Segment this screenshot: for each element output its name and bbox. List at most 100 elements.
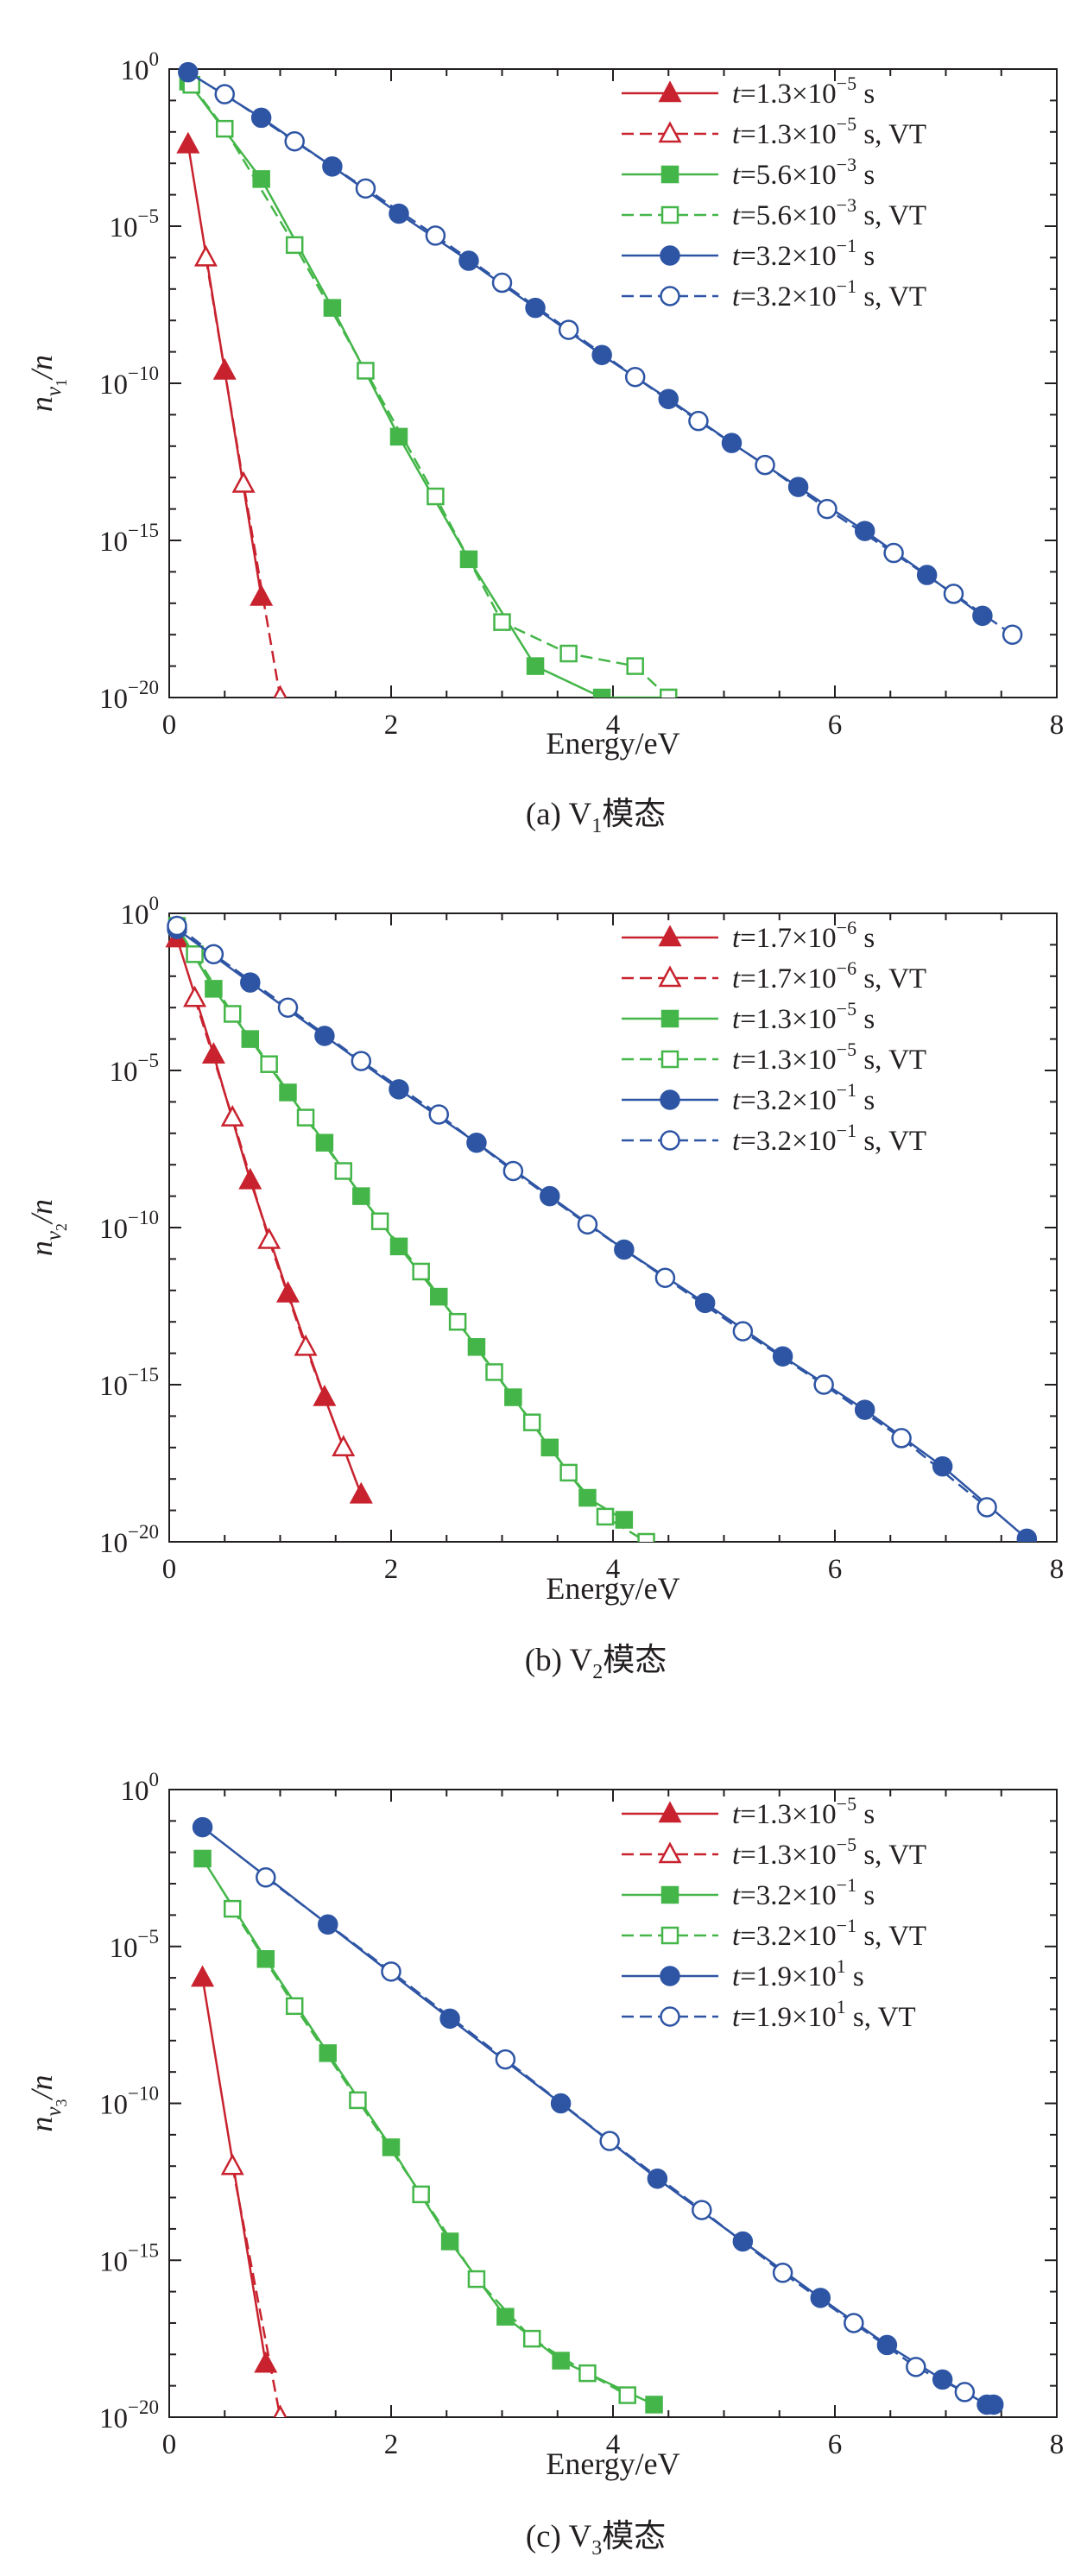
legend-entry: t=1.9×101 s [622, 1955, 864, 1992]
circle-marker [167, 915, 187, 937]
circle-marker [577, 1214, 598, 1235]
square-marker [559, 1463, 578, 1482]
series-5 [256, 1867, 976, 2402]
circle-marker [660, 2006, 680, 2027]
panel-caption: (a) V1模态 [526, 796, 666, 837]
series-line [176, 925, 988, 1508]
x-tick-label: 2 [384, 710, 399, 741]
legend-entry: t=5.6×10−3 s [622, 154, 875, 191]
series-4 [178, 61, 993, 627]
legend-label: t=3.2×10−1 s [732, 1079, 875, 1116]
square-marker [223, 1005, 242, 1023]
square-marker [578, 2364, 597, 2383]
circle-marker [692, 2200, 712, 2220]
legend-entry: t=1.3×10−5 s, VT [622, 1039, 926, 1076]
y-tick-label: 100 [121, 893, 160, 931]
panel-1: 0 2 4 6 8 100 10−5 10−10 10−15 10−20 Energy/eV nv2/… [24, 893, 1064, 1683]
x-tick-label: 8 [1050, 1554, 1065, 1585]
triangle-marker [193, 244, 218, 267]
x-tick-label: 0 [162, 2429, 177, 2460]
legend-entry: t=3.2×10−1 s, VT [622, 275, 926, 313]
x-tick-label: 4 [606, 710, 621, 741]
legend-label: t=1.7×10−6 s, VT [732, 957, 926, 994]
legend-entry: t=1.3×10−5 s [622, 73, 875, 110]
x-tick-label: 6 [828, 710, 843, 741]
circle-marker [721, 432, 743, 453]
square-marker [370, 1212, 389, 1230]
square-marker [626, 657, 644, 675]
legend-entry: t=3.2×10−1 s [622, 1079, 875, 1116]
circle-marker [624, 366, 646, 388]
y-tick-label: 100 [121, 1769, 160, 1807]
x-tick-label: 4 [606, 1554, 621, 1585]
circle-marker [203, 944, 224, 965]
y-tick-label: 10−5 [110, 1926, 159, 1964]
y-tick-label: 10−10 [99, 1207, 159, 1245]
triangle-marker [658, 80, 682, 103]
triangle-marker [250, 584, 274, 606]
circle-marker [817, 498, 837, 520]
x-axis-label: Energy/eV [546, 2447, 679, 2481]
triangle-marker [273, 2404, 288, 2417]
series-3 [182, 75, 678, 698]
circle-marker [495, 2049, 516, 2070]
triangle-marker [191, 1965, 215, 1987]
circle-marker [660, 1089, 680, 1110]
square-marker [467, 2270, 486, 2289]
series-2 [179, 73, 678, 698]
circle-marker [381, 1961, 401, 1982]
square-marker [485, 1363, 503, 1381]
circle-marker [755, 454, 775, 476]
circle-marker [660, 286, 680, 306]
panel-0: 0 2 4 6 8 100 10−5 10−10 10−15 10−20 Energy/eV nv1/… [24, 48, 1064, 837]
circle-marker [214, 84, 235, 104]
legend-entry: t=1.3×10−5 s [622, 1793, 875, 1830]
square-marker [645, 2396, 663, 2414]
legend-entry: t=3.2×10−1 s [622, 1874, 875, 1911]
square-marker [660, 1050, 679, 1069]
circle-marker [314, 1026, 335, 1046]
series-line [201, 1826, 994, 2406]
square-marker [660, 1009, 679, 1028]
y-tick-label: 100 [121, 48, 160, 86]
circle-marker [591, 344, 612, 365]
circle-marker [660, 1966, 680, 1986]
circle-marker [883, 542, 904, 564]
square-marker [296, 1108, 315, 1127]
circle-marker [1016, 1528, 1038, 1542]
triangle-marker [658, 925, 682, 947]
series-line [193, 997, 344, 1449]
series-1 [193, 244, 288, 698]
series-4 [192, 1816, 1004, 2415]
circle-marker [355, 178, 376, 199]
triangle-marker [658, 121, 682, 143]
triangle-marker [231, 470, 256, 493]
legend-label: t=1.3×10−5 s [732, 998, 875, 1035]
square-marker [526, 657, 545, 675]
panel-caption: (c) V3模态 [526, 2518, 666, 2560]
series-3 [186, 945, 655, 1542]
y-tick-label: 10−15 [99, 1364, 159, 1402]
square-marker [660, 688, 678, 698]
square-marker [660, 165, 679, 184]
series-line [231, 1908, 629, 2396]
x-axis-label: Energy/eV [546, 1571, 679, 1606]
circle-marker [732, 1321, 754, 1342]
circle-marker [558, 319, 579, 340]
legend-label: t=5.6×10−3 s, VT [732, 194, 926, 231]
triangle-marker [349, 1481, 373, 1504]
square-marker [522, 2329, 541, 2348]
triangle-marker [220, 1104, 244, 1127]
legend-label: t=1.3×10−5 s, VT [732, 1039, 926, 1076]
circle-marker [787, 477, 809, 497]
circle-marker [192, 1816, 213, 1838]
circle-marker [351, 1051, 372, 1071]
circle-marker [983, 2394, 1004, 2415]
square-marker [285, 1997, 304, 2016]
triangle-marker [294, 1334, 318, 1356]
square-marker [448, 1312, 467, 1331]
circle-marker [389, 1079, 409, 1100]
circle-marker [660, 245, 680, 266]
triangle-marker [658, 1801, 682, 1823]
square-marker [412, 2185, 430, 2204]
